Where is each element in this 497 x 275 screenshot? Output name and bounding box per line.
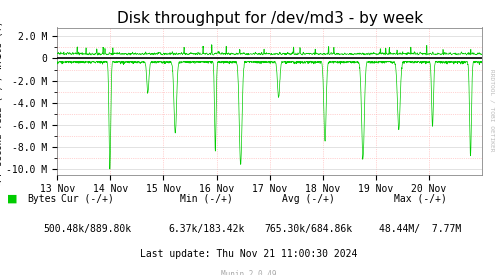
Text: Bytes: Bytes — [27, 194, 57, 204]
Text: 765.30k/684.86k: 765.30k/684.86k — [264, 224, 352, 234]
Text: Munin 2.0.49: Munin 2.0.49 — [221, 270, 276, 275]
Title: Disk throughput for /dev/md3 - by week: Disk throughput for /dev/md3 - by week — [117, 11, 422, 26]
Text: 48.44M/  7.77M: 48.44M/ 7.77M — [379, 224, 461, 234]
Text: Avg (-/+): Avg (-/+) — [282, 194, 334, 204]
Text: Last update: Thu Nov 21 11:00:30 2024: Last update: Thu Nov 21 11:00:30 2024 — [140, 249, 357, 259]
Text: Max (-/+): Max (-/+) — [394, 194, 446, 204]
Text: 500.48k/889.80k: 500.48k/889.80k — [43, 224, 131, 234]
Text: RRDTOOL / TOBI OETIKER: RRDTOOL / TOBI OETIKER — [490, 69, 495, 151]
Text: ■: ■ — [7, 194, 18, 204]
Y-axis label: Pr second read (-) / write (+): Pr second read (-) / write (+) — [0, 20, 3, 182]
Text: Cur (-/+): Cur (-/+) — [61, 194, 113, 204]
Text: Min (-/+): Min (-/+) — [180, 194, 233, 204]
Text: 6.37k/183.42k: 6.37k/183.42k — [168, 224, 245, 234]
